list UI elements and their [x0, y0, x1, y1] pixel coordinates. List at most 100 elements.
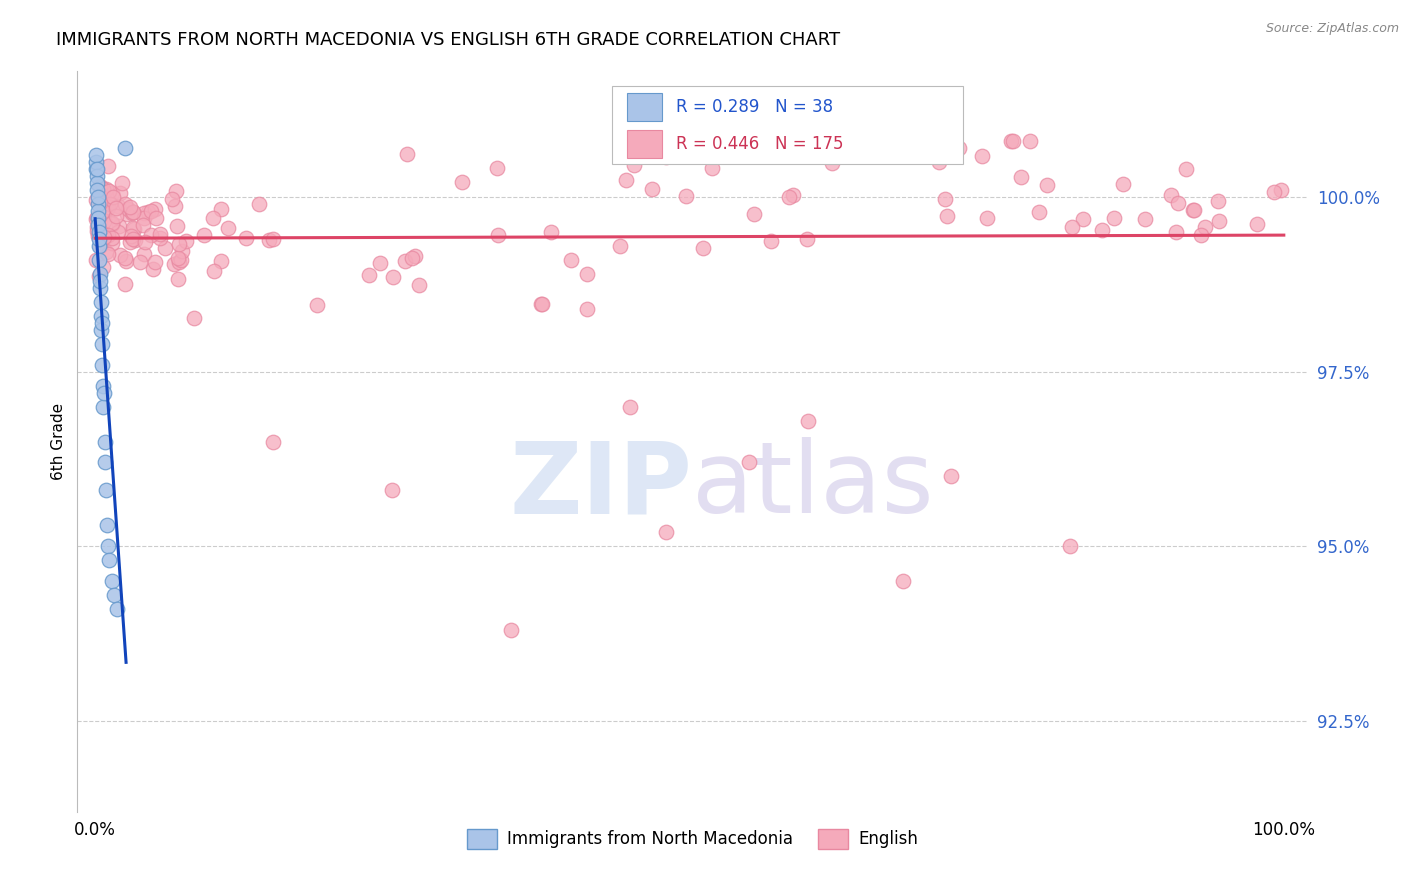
- Point: [1102, 211, 1125, 225]
- Point: [98, 197, 121, 211]
- Point: [90, 316, 112, 330]
- Point: [675, 189, 697, 203]
- Point: [257, 233, 280, 247]
- Point: [1167, 196, 1189, 211]
- Point: [1208, 214, 1230, 228]
- Point: [117, 202, 139, 216]
- Point: [97, 247, 120, 261]
- Point: [654, 525, 676, 540]
- Point: [381, 270, 404, 285]
- Point: [110, 248, 132, 262]
- Point: [744, 207, 766, 221]
- Point: [1059, 539, 1081, 553]
- Point: [217, 221, 239, 235]
- Point: [1071, 212, 1094, 227]
- Point: [145, 211, 167, 225]
- Point: [450, 175, 472, 189]
- Point: [115, 253, 138, 268]
- Point: [91, 358, 114, 372]
- Point: [89, 294, 111, 309]
- Point: [87, 268, 110, 283]
- Point: [139, 227, 162, 242]
- Point: [170, 253, 193, 268]
- Point: [93, 385, 115, 400]
- Point: [86, 211, 108, 226]
- Point: [1000, 134, 1022, 148]
- Point: [1062, 220, 1084, 235]
- Point: [87, 211, 110, 226]
- Point: [118, 200, 141, 214]
- Point: [100, 217, 122, 231]
- Point: [1182, 202, 1205, 217]
- Point: [796, 232, 818, 246]
- Point: [132, 218, 155, 232]
- Point: [132, 211, 155, 226]
- Point: [87, 211, 110, 225]
- Point: [307, 298, 329, 312]
- Point: [893, 574, 915, 589]
- Legend: Immigrants from North Macedonia, English: Immigrants from North Macedonia, English: [460, 822, 925, 855]
- Point: [928, 155, 950, 169]
- Point: [90, 323, 112, 337]
- Point: [782, 188, 804, 202]
- Point: [368, 256, 391, 270]
- Point: [93, 260, 115, 274]
- Point: [167, 272, 190, 286]
- Point: [759, 234, 782, 248]
- Point: [359, 268, 381, 282]
- Point: [105, 201, 128, 215]
- Point: [142, 261, 165, 276]
- Point: [121, 232, 143, 246]
- Point: [101, 231, 124, 245]
- Point: [86, 176, 108, 190]
- Point: [94, 455, 117, 469]
- Point: [114, 141, 136, 155]
- Point: [120, 235, 142, 249]
- Point: [93, 214, 115, 228]
- Point: [93, 230, 115, 244]
- Point: [404, 249, 426, 263]
- Point: [89, 274, 111, 288]
- Point: [1036, 178, 1059, 192]
- Point: [1160, 188, 1182, 202]
- Point: [797, 414, 820, 428]
- Point: [201, 211, 224, 225]
- Point: [98, 184, 121, 198]
- Point: [134, 235, 156, 250]
- FancyBboxPatch shape: [627, 129, 662, 158]
- Point: [87, 232, 110, 246]
- Point: [114, 251, 136, 265]
- Point: [87, 204, 110, 219]
- Point: [153, 241, 176, 255]
- Point: [114, 197, 136, 211]
- Point: [609, 239, 631, 253]
- Point: [1194, 220, 1216, 235]
- Point: [619, 400, 641, 414]
- Point: [560, 253, 582, 268]
- Point: [1184, 202, 1206, 217]
- Point: [84, 155, 107, 169]
- Point: [122, 220, 145, 235]
- Point: [163, 199, 186, 213]
- Text: R = 0.446   N = 175: R = 0.446 N = 175: [676, 135, 844, 153]
- Point: [101, 190, 124, 204]
- Point: [778, 190, 800, 204]
- Point: [209, 253, 232, 268]
- Point: [89, 196, 111, 211]
- Point: [167, 255, 190, 269]
- Point: [167, 251, 190, 265]
- Point: [1133, 211, 1156, 226]
- Point: [89, 213, 111, 227]
- Point: [108, 219, 131, 233]
- Point: [94, 483, 117, 498]
- Point: [136, 205, 159, 219]
- Point: [122, 205, 145, 219]
- Point: [486, 228, 509, 243]
- Point: [101, 186, 124, 200]
- Point: [1028, 204, 1050, 219]
- Point: [87, 239, 110, 253]
- Point: [101, 574, 124, 589]
- Point: [114, 277, 136, 291]
- Point: [575, 267, 598, 281]
- Point: [91, 204, 114, 219]
